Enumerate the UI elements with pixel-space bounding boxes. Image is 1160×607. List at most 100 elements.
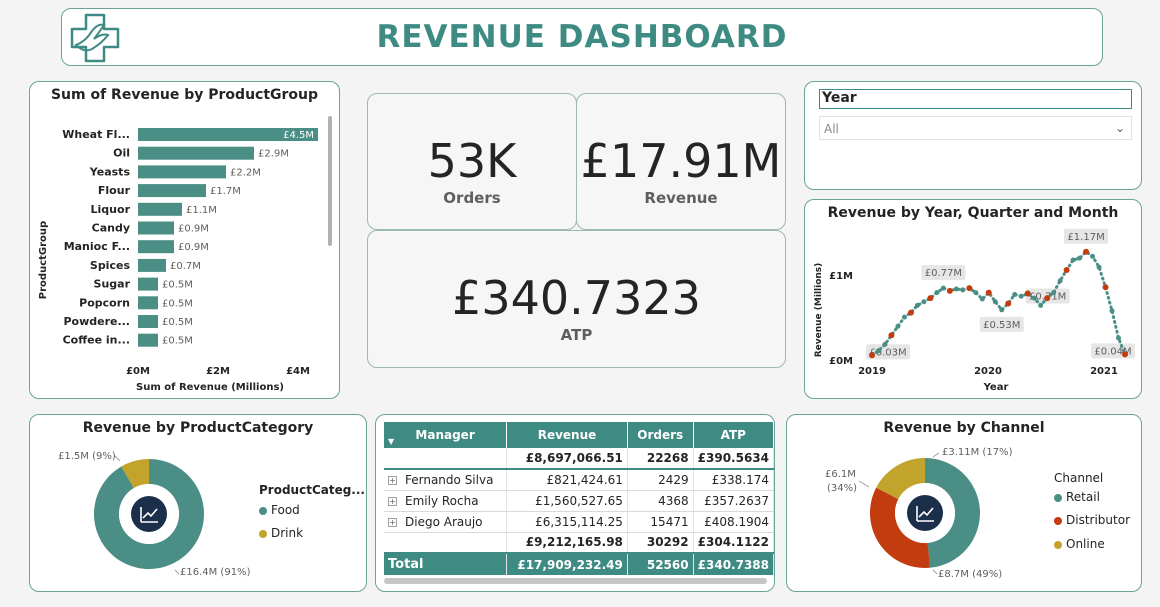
line-point[interactable]	[1083, 248, 1090, 255]
year-dropdown[interactable]: All ⌄	[819, 116, 1132, 140]
legend-item-food[interactable]: Food	[259, 503, 300, 517]
expand-icon[interactable]: +	[388, 517, 397, 527]
line-point[interactable]	[934, 290, 940, 296]
bar[interactable]	[138, 258, 166, 272]
col-orders[interactable]: Orders	[627, 422, 694, 448]
bar-data-label: £0.9M	[178, 224, 209, 235]
line-point[interactable]	[1024, 290, 1031, 297]
line-point[interactable]	[1057, 278, 1063, 284]
bar-category-label: Powdere...	[63, 315, 130, 328]
line-point[interactable]	[1109, 308, 1115, 314]
bar[interactable]	[138, 333, 158, 347]
revenue-kpi-value: £17.91M	[580, 134, 782, 188]
line-point[interactable]	[1102, 284, 1109, 291]
line-point[interactable]	[882, 341, 888, 347]
revenue-by-productgroup-chart[interactable]: ProductGroup Sum of Revenue (Millions) W…	[30, 82, 339, 398]
donut-data-label: £3.11M (17%)	[942, 447, 1013, 458]
revenue-by-year-quarter-month-card[interactable]: Revenue by Year, Quarter and Month Reven…	[804, 199, 1142, 399]
line-point[interactable]	[1122, 351, 1128, 358]
line-point[interactable]	[1031, 295, 1037, 301]
line-point[interactable]	[1096, 264, 1102, 270]
year-slicer[interactable]: Year All ⌄	[804, 81, 1142, 190]
line-point[interactable]	[901, 314, 907, 320]
revenue-by-productcategory-card[interactable]: Revenue by ProductCategory £16.4M (91%) £…	[29, 414, 367, 592]
donut-data-label: £16.4M (91%)	[180, 567, 251, 578]
legend-item-online[interactable]: Online	[1054, 537, 1105, 551]
line-point[interactable]	[999, 307, 1005, 313]
sort-down-icon[interactable]: ▼	[388, 437, 395, 446]
legend-item-retail[interactable]: Retail	[1054, 490, 1100, 504]
line-point[interactable]	[966, 285, 973, 292]
legend-item-drink[interactable]: Drink	[259, 526, 303, 540]
revenue-by-year-quarter-month-chart[interactable]: Revenue (Millions) Year £0M £1M 2019 202…	[805, 200, 1141, 398]
table-horizontal-scrollbar[interactable]	[384, 578, 767, 584]
line-point[interactable]	[875, 348, 881, 354]
revenue-by-channel-card[interactable]: Revenue by Channel £8.7M (49%) £6.1M (34%)…	[786, 414, 1142, 592]
line-point[interactable]	[1051, 290, 1057, 296]
table-row[interactable]: + Diego Araujo £6,315,114.25 15471 £408.1…	[384, 511, 775, 533]
bar[interactable]	[138, 146, 254, 160]
col-atp[interactable]: ATP	[693, 422, 775, 448]
expand-icon[interactable]: +	[388, 475, 397, 485]
table-row[interactable]: + Fernando Silva £821,424.61 2429 £338.17…	[384, 469, 775, 491]
line-point[interactable]	[914, 302, 920, 308]
line-point[interactable]	[869, 352, 875, 359]
chevron-down-icon[interactable]: ⌄	[1114, 121, 1125, 135]
table-row[interactable]: + Emily Rocha £1,560,527.65 4368 £357.263…	[384, 490, 775, 512]
line-data-label: £1.17M	[1067, 232, 1104, 243]
line-point[interactable]	[960, 287, 966, 293]
line-point[interactable]	[888, 332, 895, 339]
line-point[interactable]	[940, 285, 946, 291]
line-point[interactable]	[1077, 255, 1083, 261]
line-point[interactable]	[1038, 302, 1044, 308]
line-point[interactable]	[921, 299, 927, 305]
donut-slice[interactable]	[876, 458, 925, 500]
bar-data-label: £0.5M	[162, 336, 193, 347]
col-revenue[interactable]: Revenue	[506, 422, 628, 448]
line-point[interactable]	[946, 287, 953, 294]
donut-slice[interactable]	[870, 487, 930, 568]
line-point[interactable]	[895, 323, 901, 329]
line-point[interactable]	[1090, 253, 1096, 259]
revenue-by-channel-chart[interactable]: £8.7M (49%) £6.1M (34%) £3.11M (17%)	[787, 415, 1047, 591]
donut-slice[interactable]	[121, 459, 149, 489]
bar[interactable]	[138, 202, 182, 216]
bar[interactable]	[138, 296, 158, 310]
revenue-by-productcategory-chart[interactable]: £16.4M (91%) £1.5M (9%)	[30, 415, 260, 591]
line-point[interactable]	[1044, 295, 1051, 302]
line-point[interactable]	[985, 289, 992, 296]
bar[interactable]	[138, 184, 206, 198]
revenue-line[interactable]	[870, 249, 1127, 357]
bar[interactable]	[138, 165, 226, 179]
cat-chart-title: Revenue by ProductCategory	[82, 420, 314, 436]
line-point[interactable]	[1005, 300, 1012, 307]
bar-data-label: £0.5M	[162, 298, 193, 309]
revenue-by-productgroup-card[interactable]: Sum of Revenue by ProductGroup ProductGr…	[29, 81, 340, 399]
chart-growth-icon-line	[140, 507, 158, 523]
atp-kpi-card: £340.7323 ATP	[367, 230, 786, 368]
line-point[interactable]	[1018, 293, 1024, 299]
line-point[interactable]	[973, 290, 979, 296]
line-point[interactable]	[979, 296, 985, 302]
bar[interactable]	[138, 221, 174, 235]
line-point[interactable]	[927, 295, 934, 302]
bar-chart-scrollbar[interactable]	[328, 116, 332, 246]
line-point[interactable]	[1063, 266, 1070, 273]
legend-item-distributor[interactable]: Distributor	[1054, 513, 1130, 527]
cat-legend-title: ProductCateg...	[259, 483, 365, 497]
manager-table-card[interactable]: Manager ▼ Revenue Orders ATP £8,697,066.5…	[375, 414, 775, 592]
bar[interactable]	[138, 315, 158, 328]
donut-slice[interactable]	[925, 458, 980, 568]
bar[interactable]	[138, 277, 158, 291]
line-point[interactable]	[953, 286, 959, 292]
line-point[interactable]	[907, 309, 914, 316]
line-point[interactable]	[1070, 257, 1076, 263]
bar[interactable]	[138, 128, 318, 141]
line-point[interactable]	[1116, 335, 1122, 341]
line-point[interactable]	[992, 299, 998, 305]
expand-icon[interactable]: +	[388, 496, 397, 506]
line-point[interactable]	[1012, 291, 1018, 297]
donut-slice[interactable]	[93, 459, 204, 569]
col-manager[interactable]: Manager ▼	[384, 422, 508, 448]
bar[interactable]	[138, 240, 174, 254]
